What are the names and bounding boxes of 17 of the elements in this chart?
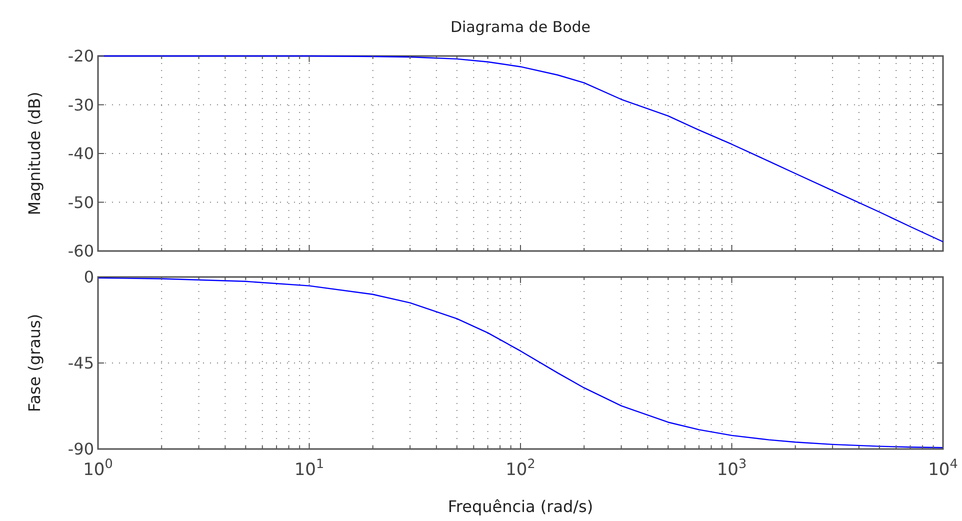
x-tick-label: 10$^{0}$ xyxy=(83,456,113,480)
y-tick-label: -45 xyxy=(68,354,94,373)
y-tick-label: 0 xyxy=(84,268,94,287)
y-tick-label: -50 xyxy=(68,192,94,212)
y-tick-label: -20 xyxy=(68,46,94,66)
x-axis-title: Frequência (rad/s) xyxy=(448,497,594,516)
x-tick-label: 10$^{2}$ xyxy=(506,456,536,480)
y-tick-label: -30 xyxy=(68,95,94,114)
x-tick-label: 10$^{3}$ xyxy=(716,456,747,480)
y-tick-label: -60 xyxy=(68,242,94,261)
y-axis-title: Fase (graus) xyxy=(25,314,44,412)
x-tick-label: 10$^{1}$ xyxy=(294,456,324,480)
y-tick-label: -90 xyxy=(68,440,94,459)
y-tick-label: -40 xyxy=(68,144,94,164)
y-axis-title: Magnitude (dB) xyxy=(25,92,44,216)
chart-title: Diagrama de Bode xyxy=(450,18,591,36)
x-tick-label: 10$^{4}$ xyxy=(928,456,958,480)
